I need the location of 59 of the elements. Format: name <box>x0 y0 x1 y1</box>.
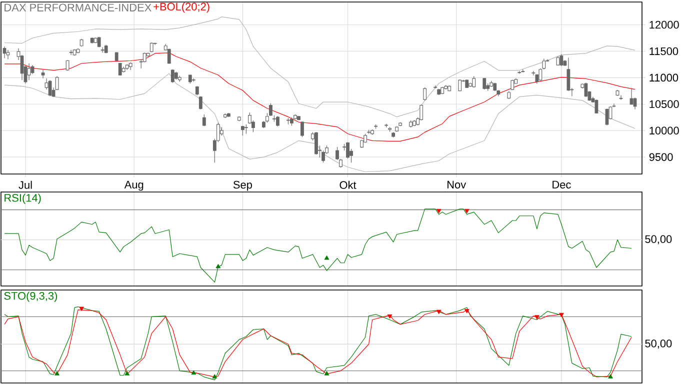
candlestick <box>482 78 486 90</box>
line-series <box>4 73 636 172</box>
x-tick-label: Aug <box>124 180 144 191</box>
point <box>54 371 60 376</box>
y-tick-label: 12000 <box>650 20 679 29</box>
x-tick-label: Sep <box>233 180 252 191</box>
y-tick-label: 11000 <box>650 74 678 82</box>
x-tick-label: Dec <box>552 180 571 188</box>
y-tick-label: 11500 <box>650 47 678 56</box>
text: 50,00 <box>645 340 672 349</box>
candlestick <box>41 70 45 79</box>
chart-title: DAX PERFORMANCE-INDEX <box>4 4 152 12</box>
candlestick <box>27 63 31 80</box>
point <box>387 314 392 319</box>
candlestick <box>472 76 476 88</box>
line-series <box>4 16 636 118</box>
candlestick <box>244 124 248 134</box>
series-label: STO(9,3,3) <box>4 292 58 302</box>
y-tick-label: 10500 <box>650 100 679 108</box>
candlestick <box>594 99 598 114</box>
candlestick <box>150 42 154 53</box>
point <box>324 371 330 376</box>
candlestick <box>584 82 588 98</box>
candlestick <box>300 121 304 138</box>
candlestick <box>364 133 367 144</box>
candlestick <box>276 116 280 127</box>
candlestick <box>48 80 52 96</box>
candlestick <box>167 48 171 64</box>
text: RSI(14) <box>4 194 41 204</box>
candlestick <box>170 69 174 84</box>
y-tick-label: 9500 <box>649 153 673 161</box>
point <box>436 310 442 314</box>
candlestick <box>6 50 10 60</box>
candlestick <box>198 96 202 110</box>
candlestick <box>619 94 623 100</box>
point <box>534 315 540 320</box>
x-tick-label: Nov <box>448 180 466 188</box>
point <box>464 309 470 314</box>
point <box>124 371 130 376</box>
text: +BOL(20;2) <box>154 2 210 13</box>
candlestick <box>560 54 564 66</box>
candlestick <box>195 86 199 96</box>
candlestick <box>202 114 206 126</box>
x-tick-label: Okt <box>340 180 356 189</box>
candlestick <box>118 62 122 76</box>
candlestick <box>423 87 427 101</box>
point <box>558 312 564 318</box>
y-tick-label: 10000 <box>650 126 679 134</box>
point <box>212 374 218 378</box>
point <box>191 370 196 375</box>
point <box>608 374 613 378</box>
candlestick <box>346 142 350 159</box>
point <box>79 306 84 312</box>
text: 50,00 <box>645 235 672 244</box>
candlestick <box>556 56 560 66</box>
candlestick <box>69 50 73 56</box>
line-series <box>4 52 636 142</box>
x-tick-label: Jul <box>18 180 32 189</box>
candlestick <box>314 132 318 155</box>
